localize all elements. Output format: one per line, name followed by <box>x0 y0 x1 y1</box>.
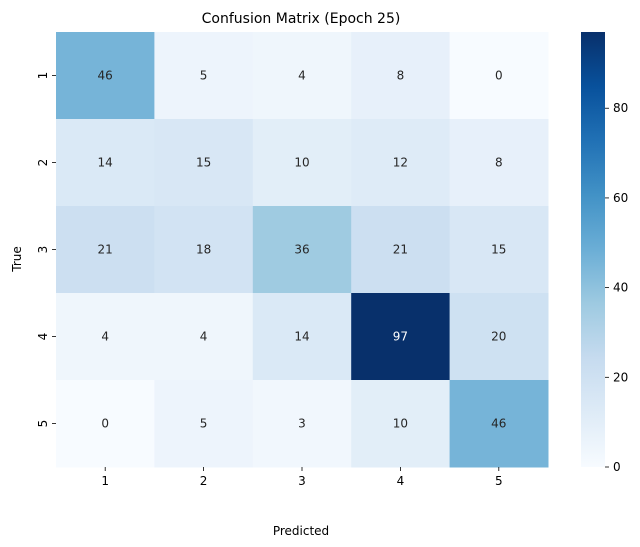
heatmap-cell <box>449 206 549 294</box>
cell-value-label: 15 <box>491 243 506 257</box>
cell-value-label: 4 <box>298 69 306 83</box>
cell-value-label: 46 <box>491 417 506 431</box>
y-tick-label: 3 <box>36 246 50 254</box>
heatmap-cell <box>154 293 254 381</box>
cell-value-label: 21 <box>98 243 113 257</box>
colorbar-tick-label: 20 <box>613 370 628 384</box>
heatmap-cell <box>154 32 254 120</box>
x-axis: 1 2 3 4 5 <box>101 467 503 488</box>
heatmap-cell <box>252 380 352 468</box>
cell-value-label: 14 <box>98 156 113 170</box>
x-tick-label: 2 <box>200 474 208 488</box>
cell-value-label: 12 <box>393 156 408 170</box>
colorbar-tick-label: 40 <box>613 281 628 295</box>
cell-value-label: 20 <box>491 330 506 344</box>
x-tick-label: 4 <box>397 474 405 488</box>
y-tick-label: 1 <box>36 72 50 80</box>
cell-value-label: 18 <box>196 243 211 257</box>
heatmap-cell <box>449 380 549 468</box>
x-axis-label: Predicted <box>273 524 329 538</box>
colorbar-tick-label: 0 <box>613 460 621 474</box>
heatmap-cell <box>351 293 451 381</box>
cell-value-label: 0 <box>101 417 109 431</box>
heatmap-cell <box>56 206 155 294</box>
y-tick-label: 5 <box>36 420 50 428</box>
heatmap-cell <box>154 206 254 294</box>
cell-value-label: 10 <box>393 417 408 431</box>
x-tick-label: 3 <box>298 474 306 488</box>
colorbar-axis: 0 20 40 60 80 <box>605 101 628 474</box>
heatmap-cell <box>154 119 254 207</box>
cell-value-label: 5 <box>200 417 208 431</box>
heatmap-cell <box>351 32 451 120</box>
cell-value-label: 8 <box>495 156 503 170</box>
colorbar-tick-label: 80 <box>613 101 628 115</box>
heatmap-cell <box>351 206 451 294</box>
heatmap-cells <box>56 32 549 468</box>
heatmap-cell <box>252 206 352 294</box>
heatmap-cell <box>56 293 155 381</box>
y-axis-label: True <box>10 246 24 273</box>
heatmap-cell <box>154 380 254 468</box>
y-tick-label: 2 <box>36 159 50 167</box>
heatmap-cell <box>252 119 352 207</box>
heatmap-cell <box>56 380 155 468</box>
x-tick-label: 1 <box>101 474 109 488</box>
heatmap-cell <box>449 119 549 207</box>
heatmap-cell <box>252 32 352 120</box>
cell-value-label: 36 <box>294 243 309 257</box>
y-tick-label: 4 <box>36 333 50 341</box>
cell-value-label: 14 <box>294 330 309 344</box>
heatmap-cell <box>56 119 155 207</box>
y-axis: 1 2 3 4 5 <box>36 72 56 428</box>
cell-value-label: 4 <box>101 330 109 344</box>
cell-value-label: 3 <box>298 417 306 431</box>
cell-value-label: 97 <box>393 330 408 344</box>
heatmap-cell <box>351 119 451 207</box>
cell-value-label: 8 <box>397 69 405 83</box>
colorbar-tick-label: 60 <box>613 191 628 205</box>
colorbar <box>581 32 605 467</box>
cell-value-label: 0 <box>495 69 503 83</box>
heatmap-cell <box>449 293 549 381</box>
cell-value-label: 10 <box>294 156 309 170</box>
x-tick-label: 5 <box>495 474 503 488</box>
heatmap-cell <box>449 32 549 120</box>
heatmap-cell <box>56 32 155 120</box>
cell-value-label: 21 <box>393 243 408 257</box>
heatmap-cell <box>252 293 352 381</box>
cell-value-labels: 46 5 4 8 0 14 15 10 12 8 21 18 36 21 15 4 4 14 97 20 0 5 3 10 46 <box>98 69 507 431</box>
cell-value-label: 15 <box>196 156 211 170</box>
cell-value-label: 5 <box>200 69 208 83</box>
cell-value-label: 46 <box>98 69 113 83</box>
cell-value-label: 4 <box>200 330 208 344</box>
chart-title: Confusion Matrix (Epoch 25) <box>202 11 401 27</box>
heatmap-cell <box>351 380 451 468</box>
